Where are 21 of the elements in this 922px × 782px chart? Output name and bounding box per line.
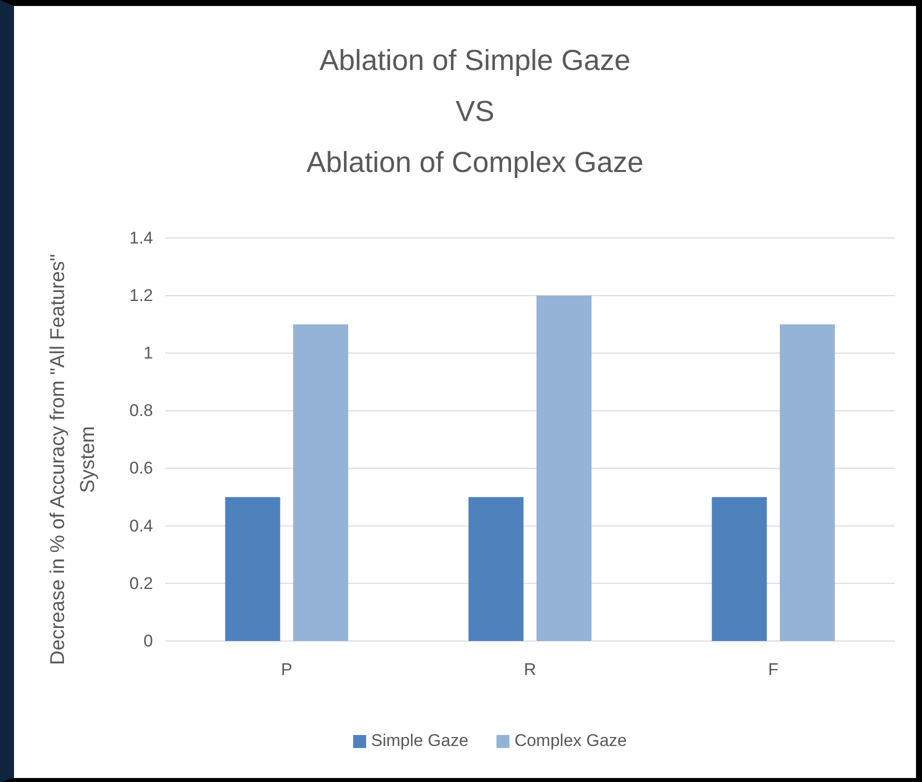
y-tick-label: 0.6	[129, 458, 153, 478]
legend-label: Simple Gaze	[371, 731, 468, 750]
x-tick-label: P	[280, 660, 292, 680]
y-axis-title: Decrease in % of Accuracy from "All Features" System	[47, 254, 99, 666]
bar	[780, 324, 835, 641]
bar	[468, 497, 524, 641]
y-tick-label: 0.8	[129, 401, 153, 420]
x-tick-label: F	[768, 660, 779, 680]
bar	[536, 296, 592, 641]
y-tick-label: 1	[144, 344, 153, 363]
bar	[293, 324, 348, 641]
chart-title: Ablation of Simple Gaze VS Ablation of Complex Gaze	[306, 45, 644, 179]
y-tick-label: 0.2	[129, 574, 153, 593]
y-tick-label: 0.4	[129, 516, 153, 536]
x-tick-label: R	[524, 660, 536, 680]
y-tick-label: 1.4	[129, 228, 153, 248]
bar	[225, 497, 280, 641]
y-tick-label: 1.2	[129, 286, 153, 306]
y-tick-label: 0	[144, 631, 153, 650]
legend-label: Complex Gaze	[514, 731, 627, 750]
bar	[712, 497, 767, 641]
